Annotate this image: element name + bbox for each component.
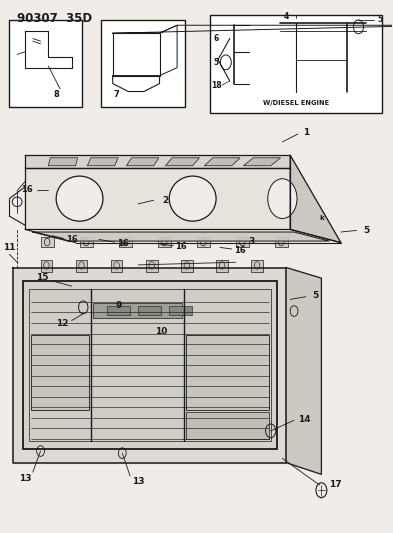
Polygon shape xyxy=(243,158,281,166)
Bar xyxy=(40,260,52,272)
Text: 5: 5 xyxy=(377,15,382,25)
Bar xyxy=(186,335,269,410)
Bar xyxy=(119,237,132,247)
Text: 5: 5 xyxy=(312,290,319,300)
Bar xyxy=(107,306,130,316)
Bar xyxy=(210,14,382,113)
Text: 16: 16 xyxy=(233,246,245,255)
Bar xyxy=(138,306,161,316)
Bar xyxy=(196,237,210,247)
Bar xyxy=(251,260,263,272)
Text: 18: 18 xyxy=(211,80,221,90)
Bar xyxy=(101,20,185,108)
Text: 16: 16 xyxy=(175,243,187,252)
Text: 5: 5 xyxy=(363,226,369,235)
Bar xyxy=(235,237,249,247)
Text: 12: 12 xyxy=(55,319,68,328)
Bar xyxy=(23,281,277,449)
Polygon shape xyxy=(204,158,240,166)
Polygon shape xyxy=(48,158,77,166)
Text: 2: 2 xyxy=(162,196,169,205)
Polygon shape xyxy=(25,155,290,168)
Bar xyxy=(158,237,171,247)
Ellipse shape xyxy=(12,197,22,207)
Bar xyxy=(169,306,193,316)
Bar xyxy=(93,303,182,318)
Polygon shape xyxy=(25,168,290,229)
Ellipse shape xyxy=(268,179,297,219)
Bar xyxy=(146,260,158,272)
Text: 16: 16 xyxy=(117,239,129,248)
Polygon shape xyxy=(127,158,159,166)
Polygon shape xyxy=(286,268,321,474)
Text: 17: 17 xyxy=(329,480,342,489)
Ellipse shape xyxy=(169,176,216,221)
Bar xyxy=(181,260,193,272)
Text: 14: 14 xyxy=(298,415,310,424)
Text: 7: 7 xyxy=(114,90,119,99)
Bar xyxy=(31,335,89,410)
Text: 9: 9 xyxy=(115,301,121,310)
Bar xyxy=(29,289,271,441)
Text: 1: 1 xyxy=(303,128,309,138)
Text: 4: 4 xyxy=(284,12,289,21)
Bar xyxy=(216,260,228,272)
Text: 11: 11 xyxy=(3,243,16,252)
Bar xyxy=(9,20,81,108)
Text: 90307  35D: 90307 35D xyxy=(17,12,92,25)
Bar xyxy=(275,237,288,247)
Text: 6: 6 xyxy=(213,34,219,43)
Polygon shape xyxy=(87,158,118,166)
Ellipse shape xyxy=(56,176,103,221)
Polygon shape xyxy=(165,158,199,166)
Text: 13: 13 xyxy=(132,477,144,486)
Text: 10: 10 xyxy=(155,327,167,336)
Text: 13: 13 xyxy=(19,474,31,483)
Text: 16: 16 xyxy=(21,185,33,194)
Polygon shape xyxy=(33,232,329,241)
Polygon shape xyxy=(290,155,341,243)
Bar xyxy=(79,237,93,247)
Text: k: k xyxy=(319,215,324,221)
Bar xyxy=(186,413,269,439)
Text: 3: 3 xyxy=(248,237,254,246)
Polygon shape xyxy=(13,268,286,463)
Text: 15: 15 xyxy=(36,272,49,281)
Bar xyxy=(111,260,123,272)
Bar xyxy=(40,237,54,247)
Text: 16: 16 xyxy=(66,236,78,245)
Text: W/DIESEL ENGINE: W/DIESEL ENGINE xyxy=(263,100,329,107)
Text: 5: 5 xyxy=(213,58,219,67)
Text: 8: 8 xyxy=(53,90,59,99)
Bar xyxy=(76,260,87,272)
